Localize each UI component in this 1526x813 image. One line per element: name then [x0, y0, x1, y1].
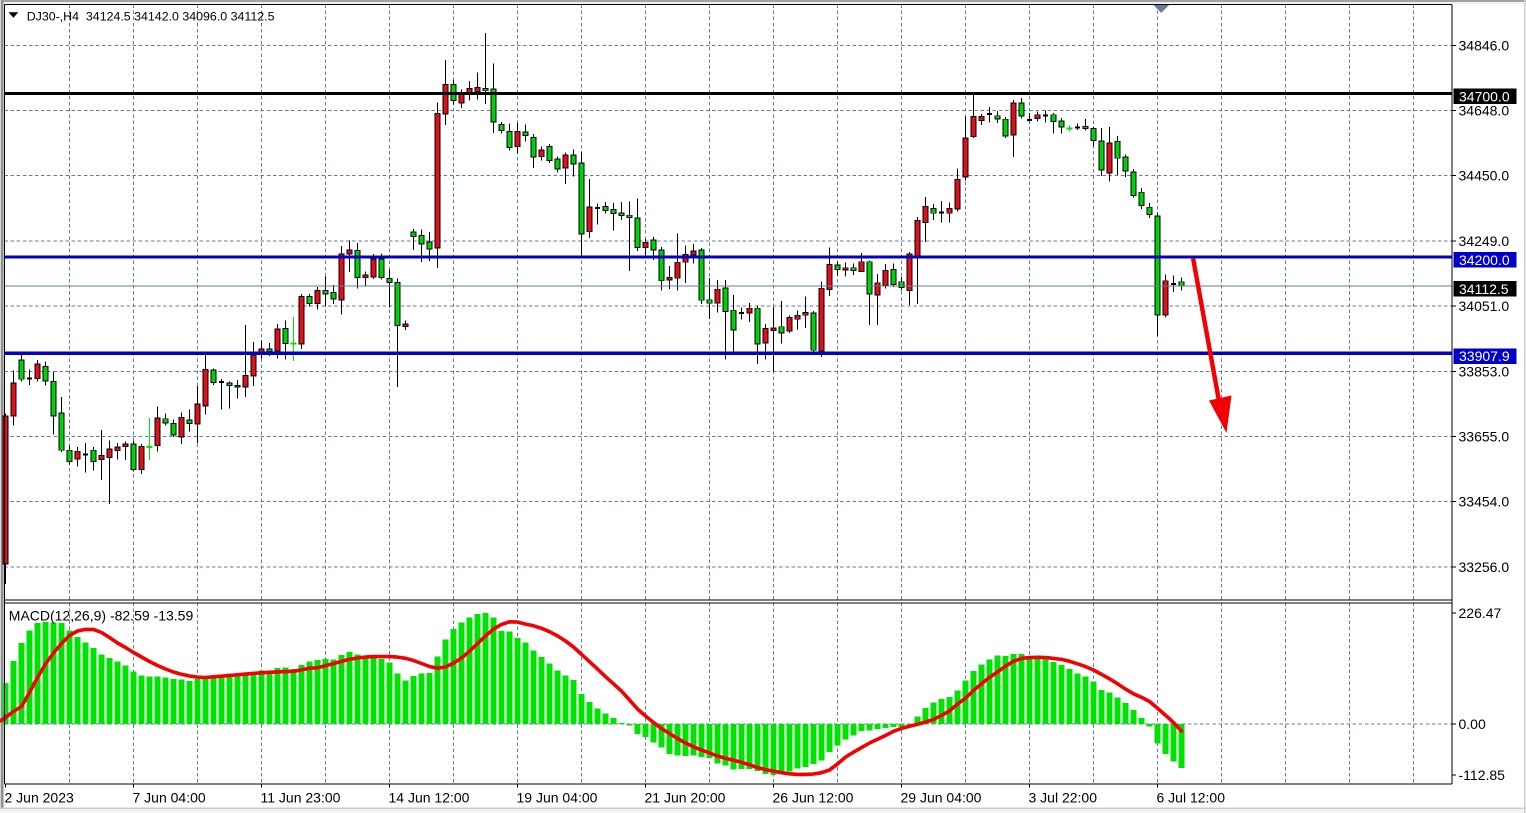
- svg-text:33853.0: 33853.0: [1459, 363, 1510, 379]
- svg-text:7 Jun 04:00: 7 Jun 04:00: [133, 790, 206, 806]
- svg-text:19 Jun 04:00: 19 Jun 04:00: [517, 790, 598, 806]
- svg-text:34112.5: 34112.5: [1459, 281, 1509, 297]
- svg-text:0.00: 0.00: [1459, 716, 1486, 732]
- svg-text:34450.0: 34450.0: [1459, 168, 1510, 184]
- svg-text:33655.0: 33655.0: [1459, 429, 1510, 445]
- svg-text:34051.0: 34051.0: [1459, 298, 1510, 314]
- svg-text:34249.0: 34249.0: [1459, 233, 1510, 249]
- svg-text:14 Jun 12:00: 14 Jun 12:00: [389, 790, 470, 806]
- svg-text:3 Jul 22:00: 3 Jul 22:00: [1029, 790, 1098, 806]
- svg-text:11 Jun 23:00: 11 Jun 23:00: [261, 790, 341, 806]
- svg-text:226.47: 226.47: [1459, 605, 1502, 621]
- svg-text:29 Jun 04:00: 29 Jun 04:00: [901, 790, 982, 806]
- svg-text:MACD(12,26,9) -82.59 -13.59: MACD(12,26,9) -82.59 -13.59: [9, 608, 194, 624]
- svg-text:34700.0: 34700.0: [1459, 88, 1510, 104]
- svg-text:34846.0: 34846.0: [1459, 37, 1510, 53]
- svg-text:2 Jun 2023: 2 Jun 2023: [5, 790, 74, 806]
- svg-text:26 Jun 12:00: 26 Jun 12:00: [773, 790, 854, 806]
- svg-text:33454.0: 33454.0: [1459, 494, 1510, 510]
- svg-text:6 Jul 12:00: 6 Jul 12:00: [1157, 790, 1226, 806]
- svg-text:DJ30-,H4 34124.5 34142.0 3409: DJ30-,H4 34124.5 34142.0 34096.0 34112.5: [27, 10, 275, 24]
- svg-text:-112.85: -112.85: [1459, 767, 1506, 783]
- svg-text:34648.0: 34648.0: [1459, 103, 1510, 119]
- svg-text:21 Jun 20:00: 21 Jun 20:00: [645, 790, 726, 806]
- svg-text:33907.9: 33907.9: [1459, 348, 1510, 364]
- svg-text:34200.0: 34200.0: [1459, 252, 1510, 268]
- svg-text:33256.0: 33256.0: [1459, 559, 1510, 575]
